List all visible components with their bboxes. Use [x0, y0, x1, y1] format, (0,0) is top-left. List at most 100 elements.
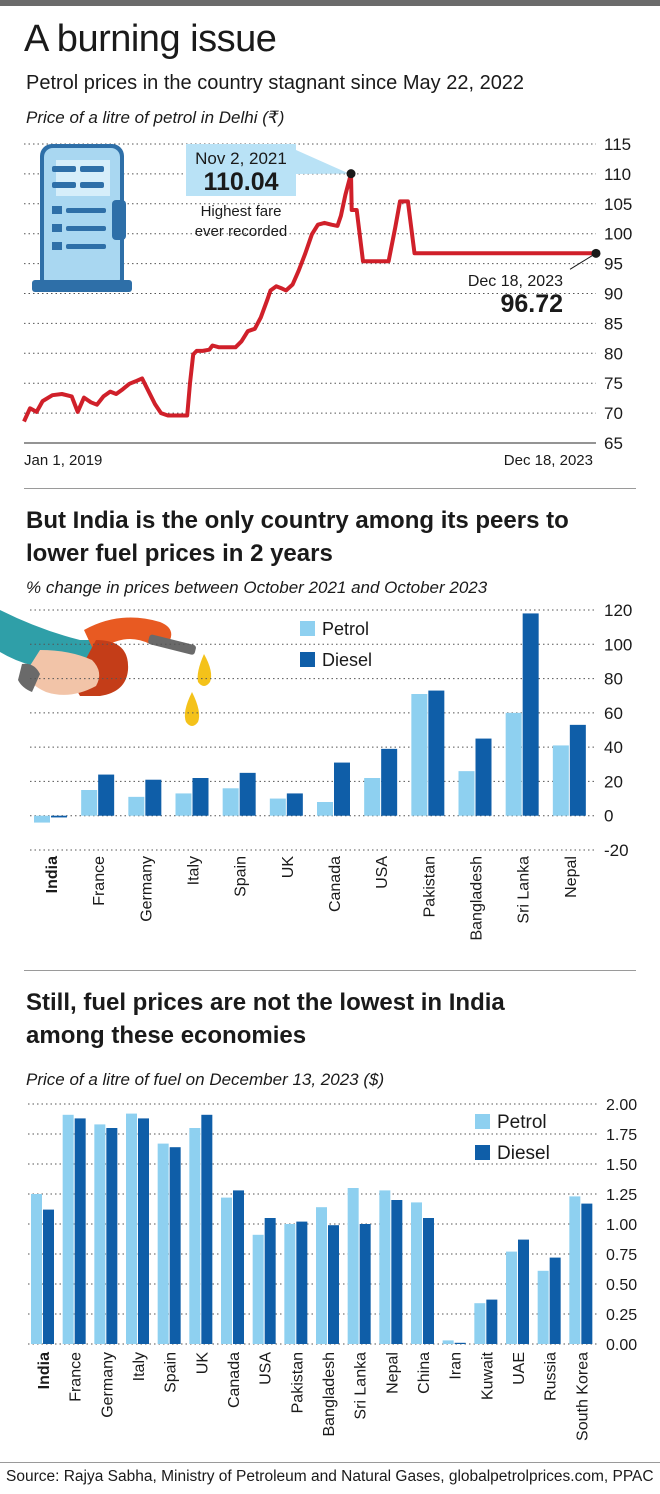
x-tick-label: Bangladesh [321, 1352, 338, 1437]
y-tick-label: 100 [604, 635, 632, 654]
page-title: A burning issue [24, 18, 277, 60]
peak-callout-box [186, 144, 296, 196]
x-end-label: Dec 18, 2023 [504, 452, 593, 469]
end-marker [591, 248, 601, 258]
petrol-bar-pakistan [411, 694, 428, 816]
diesel-bar-uk [286, 793, 303, 816]
y-tick-label: 60 [604, 704, 623, 723]
x-tick-label: Pakistan [289, 1352, 306, 1413]
diesel-bar-russia [549, 1257, 561, 1344]
chart3-title: Still, fuel prices are not the lowest in… [26, 986, 636, 1052]
x-tick-label: USA [258, 1352, 275, 1385]
top-rule [0, 0, 660, 6]
petrol-bar-south-korea [569, 1196, 581, 1344]
y-tick-label: 95 [604, 255, 623, 274]
diesel-bar-nepal [569, 724, 586, 816]
diesel-bar-uk [201, 1114, 213, 1344]
x-tick-label: Sri Lanka [353, 1352, 370, 1420]
y-tick-label: 70 [604, 404, 623, 423]
petrol-bar-pakistan [284, 1224, 296, 1344]
petrol-bar-india [34, 815, 50, 823]
petrol-bar-iran [442, 1340, 454, 1344]
diesel-bar-india [51, 815, 67, 818]
diesel-bar-france [98, 774, 115, 816]
fuel-price-bar-chart: 0.00 0.25 0.50 0.75 1.00 1.25 1.50 1.75 2.00 Pet… [28, 1097, 637, 1441]
petrol-bar-germany [94, 1124, 106, 1344]
diesel-bar-canada [233, 1190, 244, 1344]
petrol-bar-nepal [379, 1190, 391, 1344]
petrol-bar-bangladesh [316, 1207, 327, 1344]
y-tick-label: 80 [604, 344, 623, 363]
footer-rule [0, 1462, 660, 1463]
diesel-bar-canada [334, 762, 350, 816]
x-tick-label: Bangladesh [469, 856, 486, 941]
x-tick-label: UAE [511, 1352, 528, 1385]
y-tick-label: 1.75 [606, 1127, 637, 1144]
petrol-legend-label: Petrol [322, 619, 369, 639]
chart3-title-line2: among these economies [26, 1022, 307, 1049]
diesel-bar-china [423, 1218, 434, 1344]
diesel-bar-south-korea [581, 1203, 593, 1344]
petrol-bar-uk [269, 798, 286, 816]
end-value-label: 96.72 [500, 290, 563, 318]
y-tick-label: 65 [604, 434, 623, 453]
peak-marker [346, 169, 356, 179]
section-divider-2 [24, 970, 636, 971]
petrol-bar-spain [157, 1143, 169, 1344]
diesel-legend-swatch [300, 652, 315, 667]
x-tick-label: Iran [448, 1352, 465, 1380]
y-tick-label: 2.00 [606, 1097, 637, 1114]
y-tick-label: 80 [604, 670, 623, 689]
diesel-bar-usa [264, 1218, 276, 1344]
petrol-bar-italy [126, 1113, 137, 1344]
end-leader-line [569, 252, 597, 270]
y-tick-label: 0.25 [606, 1307, 637, 1324]
y-tick-label: 110 [604, 165, 631, 184]
petrol-bar-sri-lanka [505, 712, 522, 816]
diesel-bar-kuwait [486, 1299, 498, 1344]
diesel-bar-italy [138, 1118, 149, 1344]
diesel-bar-usa [381, 748, 398, 816]
y-tick-label: 120 [604, 601, 632, 620]
x-tick-label: Nepal [384, 1352, 401, 1394]
petrol-bar-france [62, 1114, 74, 1344]
petrol-bar-china [411, 1202, 422, 1344]
petrol-legend-swatch [475, 1114, 490, 1129]
y-tick-label: 0 [604, 807, 613, 826]
x-tick-label: India [36, 1352, 53, 1389]
y-tick-label: 85 [604, 314, 623, 333]
y-tick-label: 105 [604, 195, 632, 214]
petrol-bar-canada [221, 1197, 232, 1344]
fuel-pump-icon [32, 144, 132, 292]
diesel-bar-france [74, 1118, 86, 1344]
x-tick-label: Pakistan [421, 856, 438, 917]
x-tick-label: Italy [131, 1352, 148, 1381]
peak-callout-pointer [296, 150, 350, 174]
petrol-bar-bangladesh [458, 771, 475, 816]
x-tick-label: China [416, 1352, 433, 1394]
y-tick-label: 115 [604, 135, 631, 154]
y-tick-label: 100 [604, 225, 632, 244]
y-tick-label: 0.50 [606, 1277, 637, 1294]
y-tick-label: 75 [604, 374, 623, 393]
diesel-bar-uae [518, 1239, 529, 1344]
peak-caption-line1: Highest fare [201, 203, 282, 220]
section-divider-1 [24, 488, 636, 489]
x-tick-label: Italy [186, 856, 203, 885]
peak-date-label: Nov 2, 2021 [195, 149, 287, 168]
diesel-legend-swatch [475, 1145, 490, 1160]
petrol-bar-kuwait [474, 1303, 486, 1344]
diesel-legend-label: Diesel [322, 650, 372, 670]
x-tick-label: South Korea [574, 1352, 591, 1441]
x-tick-label: Spain [233, 856, 250, 897]
page-subtitle: Petrol prices in the country stagnant si… [26, 72, 525, 94]
y-tick-label: 90 [604, 285, 623, 304]
end-date-label: Dec 18, 2023 [468, 273, 563, 290]
x-tick-label: India [44, 856, 61, 893]
diesel-legend-label: Diesel [497, 1143, 550, 1164]
petrol-bar-usa [364, 778, 381, 816]
x-tick-label: Sri Lanka [516, 856, 533, 924]
x-tick-label: Nepal [563, 856, 580, 898]
x-tick-label: France [91, 856, 108, 906]
y-tick-label: 40 [604, 738, 623, 757]
